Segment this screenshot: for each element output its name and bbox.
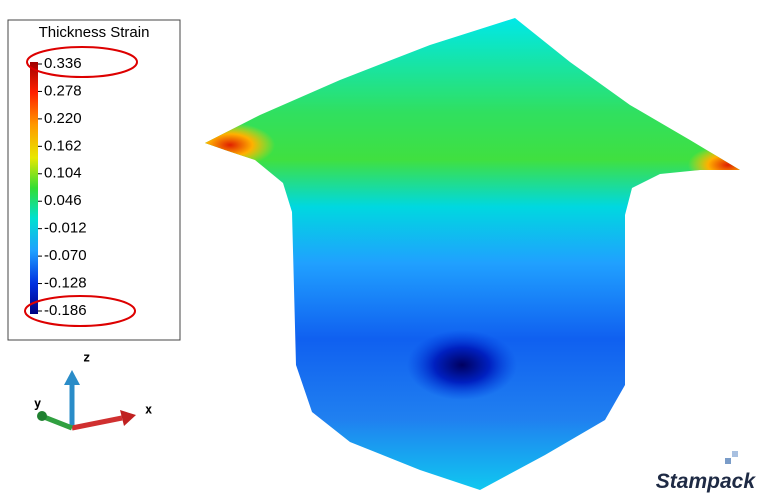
y-label: y <box>34 397 41 411</box>
screen: Thickness Strain 0.336 0.278 0.220 0.162 0.1… <box>0 0 763 503</box>
legend-label: -0.128 <box>44 275 87 292</box>
page: Thickness Strain 0.336 0.278 0.220 0.162 0.1… <box>0 0 763 503</box>
legend-label: 0.336 <box>44 55 82 72</box>
legend-label: 0.162 <box>44 137 82 154</box>
z-arrow <box>64 370 80 385</box>
legend-label: 0.104 <box>44 165 82 182</box>
legend-label: -0.186 <box>44 302 87 319</box>
x-label: x <box>145 403 152 417</box>
logo-mark <box>725 458 731 464</box>
part-surface <box>205 18 740 490</box>
color-bar <box>30 62 38 314</box>
legend-label: -0.012 <box>44 220 87 237</box>
x-arrow <box>120 410 136 426</box>
z-label: z <box>83 351 90 365</box>
y-arrow <box>37 411 47 421</box>
legend-label: 0.220 <box>44 110 82 127</box>
x-axis <box>72 418 122 428</box>
axis-triad: z x y <box>34 351 152 429</box>
y-axis <box>44 417 72 428</box>
logo: Stampack <box>656 470 757 493</box>
hot-spot <box>185 123 275 167</box>
logo-mark <box>732 451 738 457</box>
cold-spot <box>407 330 517 400</box>
legend-label: 0.046 <box>44 192 82 209</box>
part <box>185 18 763 490</box>
legend-label: 0.278 <box>44 82 82 99</box>
legend-label: -0.070 <box>44 247 87 264</box>
legend-title: Thickness Strain <box>39 24 150 41</box>
